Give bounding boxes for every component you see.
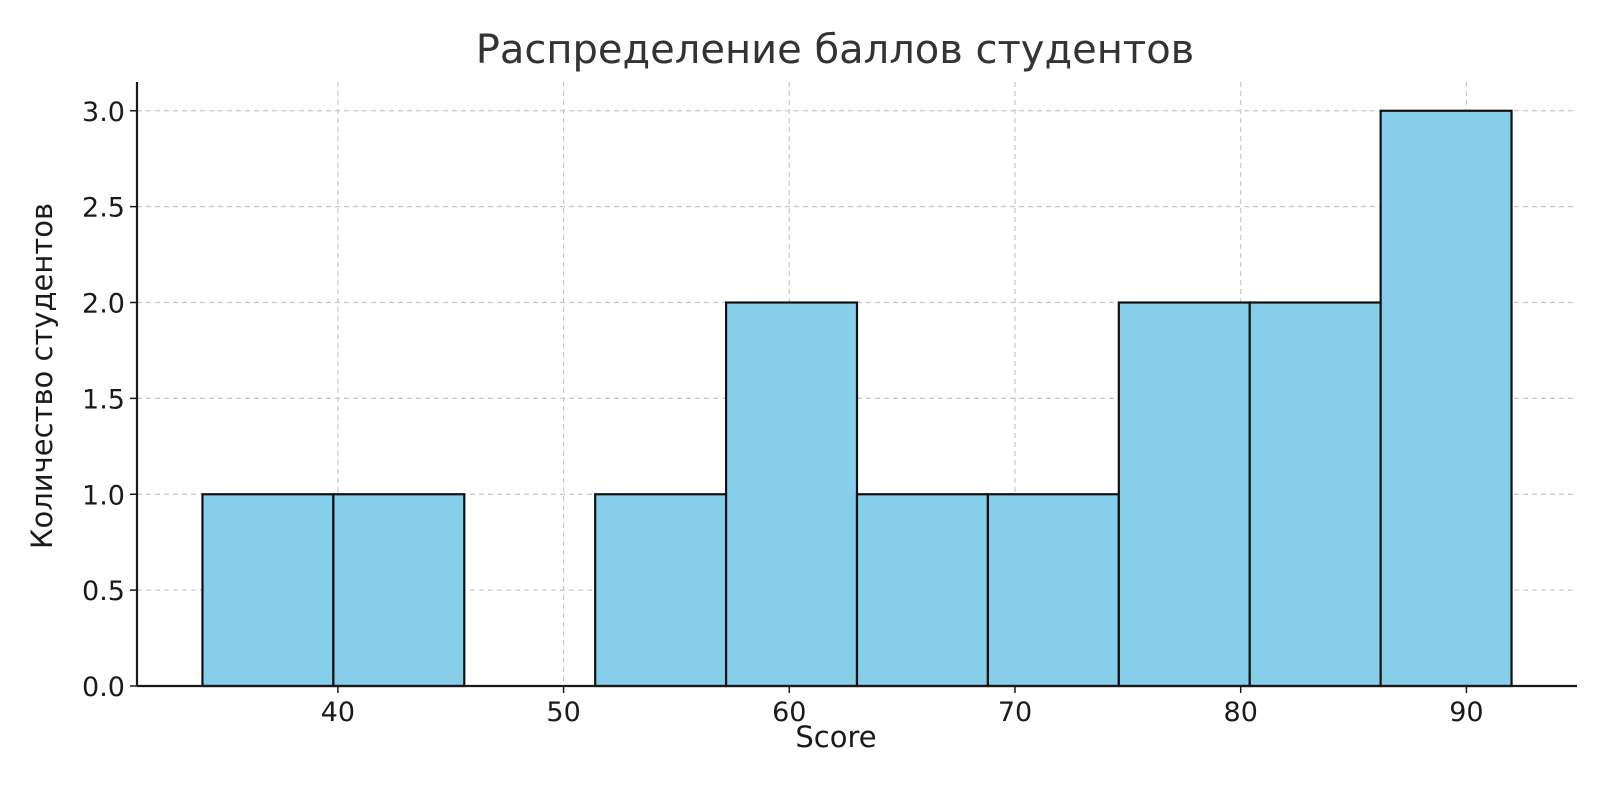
histogram-bars [201, 109, 1513, 688]
x-tick-label: 60 [772, 697, 806, 728]
y-tick-label: 0.0 [82, 672, 125, 703]
axes [135, 82, 1577, 688]
histogram-bar-3 [594, 493, 728, 688]
y-tick-label: 2.0 [82, 289, 125, 320]
chart-title: Распределение баллов студентов [476, 27, 1195, 73]
y-tick-label: 1.5 [82, 384, 125, 415]
y-tick-label: 1.0 [82, 480, 125, 511]
y-tick-label: 3.0 [82, 97, 125, 128]
histogram-bar-7 [1117, 301, 1251, 688]
histogram-bar-8 [1248, 301, 1382, 688]
x-tick-label: 80 [1224, 697, 1258, 728]
histogram-bar-4 [724, 301, 859, 688]
y-axis-ticks: 0.0 0.5 1.0 1.5 2.0 2.5 3.0 [82, 97, 137, 703]
x-axis-title: Score [795, 720, 876, 754]
y-tick-label: 0.5 [82, 576, 125, 607]
histogram-bar-1 [332, 493, 466, 688]
x-axis-ticks: 40 50 60 70 80 90 [321, 686, 1484, 728]
y-tick-label: 2.5 [82, 193, 125, 224]
histogram-bar-9 [1379, 109, 1513, 688]
histogram-bar-5 [855, 493, 990, 688]
y-axis-title: Количество студентов [25, 203, 59, 549]
x-tick-label: 90 [1449, 697, 1483, 728]
x-tick-label: 40 [321, 697, 355, 728]
histogram-bar-0 [201, 493, 335, 688]
x-tick-label: 50 [546, 697, 580, 728]
x-tick-label: 70 [998, 697, 1032, 728]
histogram-bar-6 [986, 493, 1120, 688]
